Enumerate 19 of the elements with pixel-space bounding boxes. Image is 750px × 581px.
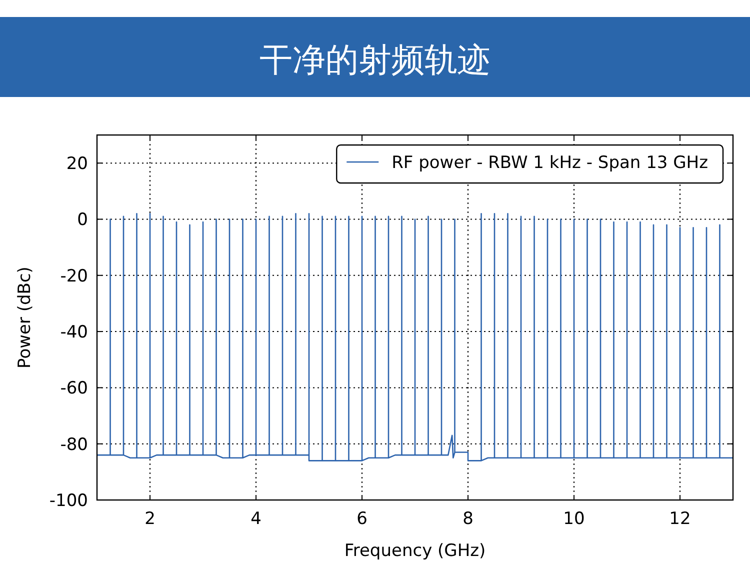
x-tick-label: 2 [144,509,156,529]
x-tick-label: 8 [462,509,474,529]
y-axis-title: Power (dBc) [15,266,35,368]
x-axis-title: Frequency (GHz) [344,541,486,561]
x-tick-label: 4 [250,509,262,529]
legend-label: RF power - RBW 1 kHz - Span 13 GHz [392,153,708,173]
y-tick-label: 0 [77,210,88,230]
chart-title: 干净的射频轨迹 [260,40,490,79]
y-tick-label: -20 [60,266,88,286]
x-tick-label: 12 [669,509,691,529]
line-series [97,212,733,462]
x-tick-label: 10 [563,509,585,529]
y-tick-label: -80 [60,434,88,455]
y-tick-label: -100 [49,491,88,511]
x-tick-label: 6 [356,509,368,529]
legend: RF power - RBW 1 kHz - Span 13 GHz [336,144,724,184]
y-tick-label: -40 [60,322,88,343]
y-tick-label: -60 [60,378,88,399]
y-tick-label: 20 [66,154,88,174]
